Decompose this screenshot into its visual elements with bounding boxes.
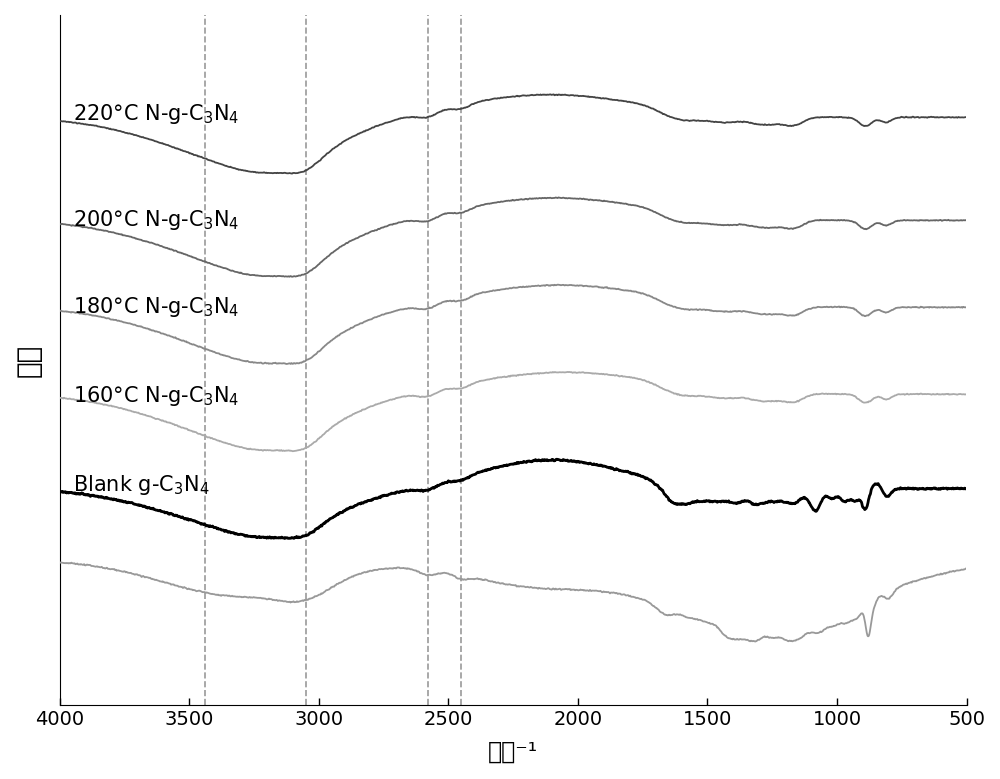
Y-axis label: 强度: 强度 xyxy=(15,344,43,376)
X-axis label: 厄米⁻¹: 厄米⁻¹ xyxy=(488,740,538,764)
Text: 160°C N-g-C$_3$N$_4$: 160°C N-g-C$_3$N$_4$ xyxy=(73,384,239,407)
Text: 180°C N-g-C$_3$N$_4$: 180°C N-g-C$_3$N$_4$ xyxy=(73,295,239,319)
Text: 200°C N-g-C$_3$N$_4$: 200°C N-g-C$_3$N$_4$ xyxy=(73,208,239,231)
Text: Blank g-C$_3$N$_4$: Blank g-C$_3$N$_4$ xyxy=(73,473,209,496)
Text: 220°C N-g-C$_3$N$_4$: 220°C N-g-C$_3$N$_4$ xyxy=(73,102,239,126)
